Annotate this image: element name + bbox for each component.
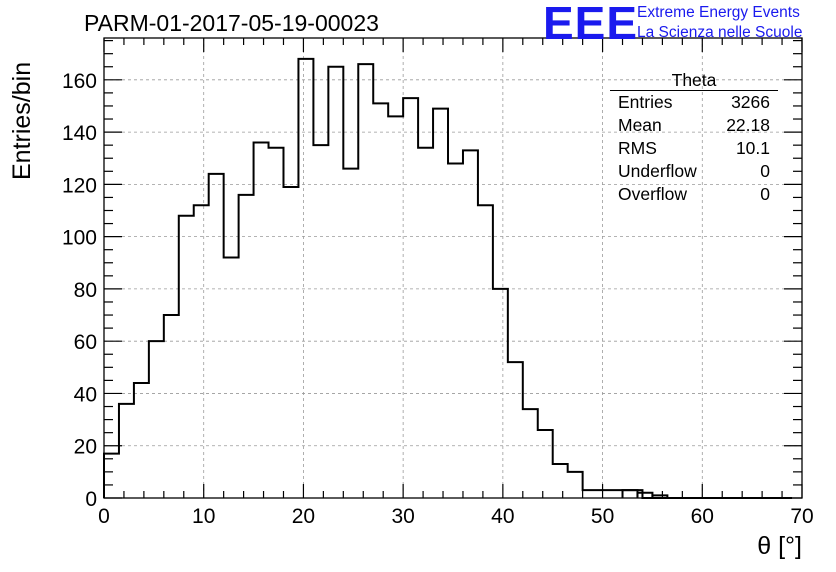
histogram-bin-22	[433, 109, 448, 498]
histogram-bin-5	[179, 216, 194, 498]
histogram-bin-4	[164, 315, 179, 498]
y-tick-label-2: 40	[74, 383, 97, 406]
y-tick-label-6: 120	[62, 174, 97, 197]
stats-row-mean: Mean 22.18	[610, 114, 778, 137]
stats-underflow-label: Underflow	[618, 161, 697, 181]
stats-row-overflow: Overflow 0	[610, 183, 778, 206]
histogram-bin-33	[598, 490, 613, 498]
histogram-sparse-bin-2	[651, 494, 669, 498]
stats-box: Theta Entries 3266 Mean 22.18 RMS 10.1 U…	[610, 70, 778, 206]
histogram-bin-32	[583, 490, 598, 498]
histogram-bin-35	[628, 490, 643, 498]
histogram-bin-6	[194, 205, 209, 498]
histogram-bin-12	[283, 187, 298, 498]
y-tick-label-1: 20	[74, 436, 97, 459]
histogram-bin-31	[568, 472, 583, 498]
histogram-bin-17	[358, 64, 373, 498]
histogram-bin-11	[269, 148, 284, 498]
x-axis-label: θ [°]	[757, 532, 802, 560]
chart-title: PARM-01-2017-05-19-00023	[84, 10, 379, 36]
x-tick-label-2: 20	[292, 505, 315, 528]
histogram-bin-23	[448, 163, 463, 498]
x-tick-label-7: 70	[790, 505, 813, 528]
histogram-bin-10	[254, 143, 269, 498]
x-tick-label-5: 50	[591, 505, 614, 528]
y-tick-label-3: 60	[74, 331, 97, 354]
histogram-bin-3	[149, 341, 164, 498]
stats-rms-value: 10.1	[735, 138, 770, 158]
stats-entries-label: Entries	[618, 92, 673, 112]
stats-underflow-value: 0	[760, 161, 770, 181]
histogram-bin-21	[418, 148, 433, 498]
stats-rms-label: RMS	[618, 138, 657, 158]
histogram-bin-15	[328, 67, 343, 498]
x-tick-label-6: 60	[691, 505, 714, 528]
histogram-bin-27	[508, 362, 523, 498]
y-axis-label: Entries/bin	[8, 61, 36, 180]
histogram-bin-26	[493, 289, 508, 498]
stats-mean-label: Mean	[618, 115, 662, 135]
histogram-bin-18	[373, 103, 388, 498]
histogram-bin-9	[239, 195, 254, 498]
histogram-bin-8	[224, 258, 239, 498]
stats-entries-value: 3266	[731, 92, 770, 112]
stats-overflow-value: 0	[760, 184, 770, 204]
histogram-bin-28	[523, 409, 538, 498]
histogram-bin-29	[538, 430, 553, 498]
histogram-outline	[103, 57, 793, 499]
y-tick-label-4: 80	[74, 279, 97, 302]
x-tick-label-0: 0	[98, 505, 110, 528]
y-tick-label-5: 100	[62, 227, 97, 250]
histogram-bin-34	[613, 490, 628, 498]
stats-row-entries: Entries 3266	[610, 91, 778, 114]
histogram-bin-24	[463, 150, 478, 498]
x-tick-label-4: 40	[491, 505, 514, 528]
histogram-bin-30	[553, 464, 568, 498]
stats-row-rms: RMS 10.1	[610, 137, 778, 160]
y-tick-label-0: 0	[85, 488, 97, 511]
grid-lines	[104, 38, 802, 498]
axes: 0 10 20 30 40 50 60 70 0 20 40 60 80 100 120 140 160	[62, 37, 814, 528]
histogram-bin-2	[134, 383, 149, 498]
x-tick-label-1: 10	[192, 505, 215, 528]
histogram-bin-0	[104, 454, 119, 498]
plot-frame	[103, 37, 803, 499]
stats-mean-value: 22.18	[726, 115, 770, 135]
x-tick-label-3: 30	[391, 505, 414, 528]
histogram-bin-20	[403, 98, 418, 498]
logo-line-1: Extreme Energy Events	[637, 4, 800, 21]
eee-logo: EEE	[543, 0, 639, 49]
y-tick-label-8: 160	[62, 70, 97, 93]
y-tick-label-7: 140	[62, 122, 97, 145]
stats-row-underflow: Underflow 0	[610, 160, 778, 183]
histogram-bin-13	[298, 59, 313, 498]
histogram-bin-7	[209, 174, 224, 498]
histogram-bin-16	[343, 169, 358, 498]
histogram-bin-25	[478, 205, 493, 498]
histogram-bin-1	[119, 404, 134, 498]
stats-name: Theta	[610, 70, 778, 91]
logo-line-2: La Scienza nelle Scuole	[637, 24, 803, 41]
histogram-bin-14	[313, 145, 328, 498]
stats-overflow-label: Overflow	[618, 184, 688, 204]
histogram-bin-19	[388, 116, 403, 498]
